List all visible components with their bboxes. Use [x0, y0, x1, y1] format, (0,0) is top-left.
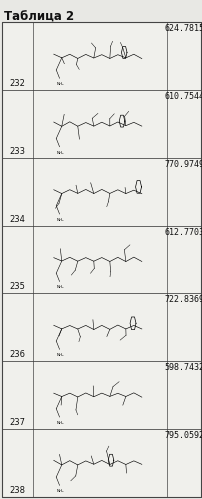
- Text: 598.7432: 598.7432: [163, 363, 202, 372]
- Text: 234: 234: [9, 215, 25, 224]
- Text: Таблица 2: Таблица 2: [4, 11, 74, 24]
- Text: 610.7544: 610.7544: [163, 92, 202, 101]
- Text: NH₂: NH₂: [57, 489, 64, 493]
- Text: NH₂: NH₂: [57, 421, 64, 425]
- Text: 722.8369: 722.8369: [163, 295, 202, 304]
- Text: 238: 238: [9, 486, 25, 495]
- Text: NH₂: NH₂: [57, 285, 64, 289]
- Text: 237: 237: [9, 418, 25, 427]
- Text: 612.7703: 612.7703: [163, 228, 202, 237]
- Text: NH₂: NH₂: [57, 353, 64, 357]
- Text: NH₂: NH₂: [57, 218, 64, 222]
- Text: 624.7815: 624.7815: [163, 24, 202, 33]
- Text: 236: 236: [9, 350, 25, 359]
- Bar: [2, 226, 200, 293]
- Bar: [2, 293, 200, 361]
- Text: 235: 235: [9, 282, 25, 291]
- Bar: [2, 22, 200, 90]
- Bar: [2, 429, 200, 497]
- Bar: [2, 158, 200, 226]
- Text: 232: 232: [9, 79, 25, 88]
- Bar: [2, 90, 200, 158]
- Text: 770.9749: 770.9749: [163, 160, 202, 169]
- Text: 233: 233: [9, 147, 25, 156]
- Bar: [2, 361, 200, 429]
- Text: NH₂: NH₂: [57, 151, 64, 155]
- Text: 795.0592: 795.0592: [163, 431, 202, 440]
- Text: NH₂: NH₂: [57, 82, 64, 86]
